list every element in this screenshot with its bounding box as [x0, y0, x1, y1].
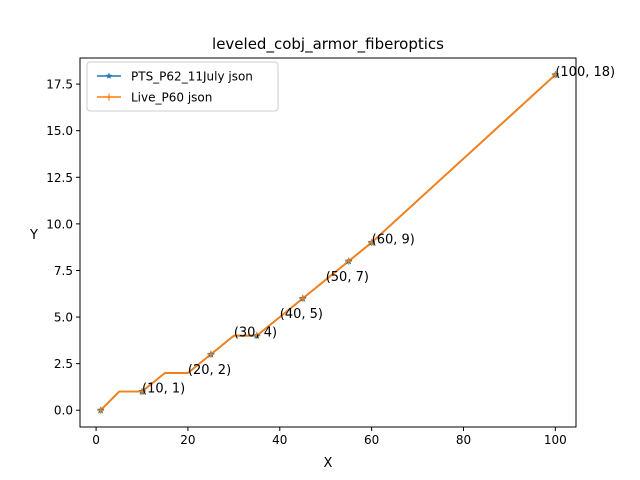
plus-marker — [551, 71, 559, 79]
y-tick-label: 10.0 — [46, 217, 73, 231]
legend-plus-marker — [105, 93, 113, 101]
point-annotation: (20, 2) — [188, 363, 231, 378]
y-tick-label: 12.5 — [46, 171, 73, 185]
point-annotation: (60, 9) — [372, 233, 415, 248]
point-annotation: (50, 7) — [326, 270, 369, 285]
plus-marker — [253, 332, 261, 340]
plus-marker — [345, 257, 353, 265]
legend-label-live: Live_P60 json — [131, 91, 212, 105]
y-tick-label: 7.5 — [54, 264, 73, 278]
plus-marker — [368, 239, 376, 246]
legend-label-pts: PTS_P62_11July json — [131, 70, 253, 84]
x-tick-label: 100 — [544, 433, 567, 447]
point-annotation: (30, 4) — [234, 326, 277, 341]
legend-box — [86, 61, 279, 112]
point-annotation: (40, 5) — [280, 307, 323, 322]
x-tick-label: 80 — [456, 433, 471, 447]
x-tick-label: 60 — [364, 433, 379, 447]
legend: PTS_P62_11July json Live_P60 json — [86, 61, 279, 112]
chart-title: leveled_cobj_armor_fiberoptics — [212, 35, 444, 54]
y-tick-label: 15.0 — [46, 124, 73, 138]
axes-frame — [79, 57, 577, 428]
legend-star-marker — [105, 72, 113, 79]
point-annotation: (100, 18) — [555, 65, 615, 80]
plus-marker — [97, 406, 105, 414]
x-axis-label: X — [324, 456, 333, 471]
x-tick-label: 40 — [272, 433, 287, 447]
y-tick-label: 0.0 — [54, 404, 73, 418]
plus-marker — [299, 294, 307, 302]
series-line-2 — [100, 74, 556, 411]
plus-marker — [138, 388, 146, 396]
plot-area: 0 20 40 60 80 100 0.0 2.5 5.0 7.5 10.0 12.5 15.0 17.5… — [46, 57, 615, 447]
y-tick-label: 5.0 — [54, 311, 73, 325]
plus-marker — [207, 350, 215, 358]
x-tick-label: 20 — [180, 433, 195, 447]
y-tick-label: 2.5 — [54, 357, 73, 371]
x-tick-label: 0 — [92, 433, 100, 447]
point-annotation: (10, 1) — [142, 382, 185, 397]
y-tick-label: 17.5 — [46, 78, 73, 92]
y-axis-label: Y — [29, 228, 38, 243]
